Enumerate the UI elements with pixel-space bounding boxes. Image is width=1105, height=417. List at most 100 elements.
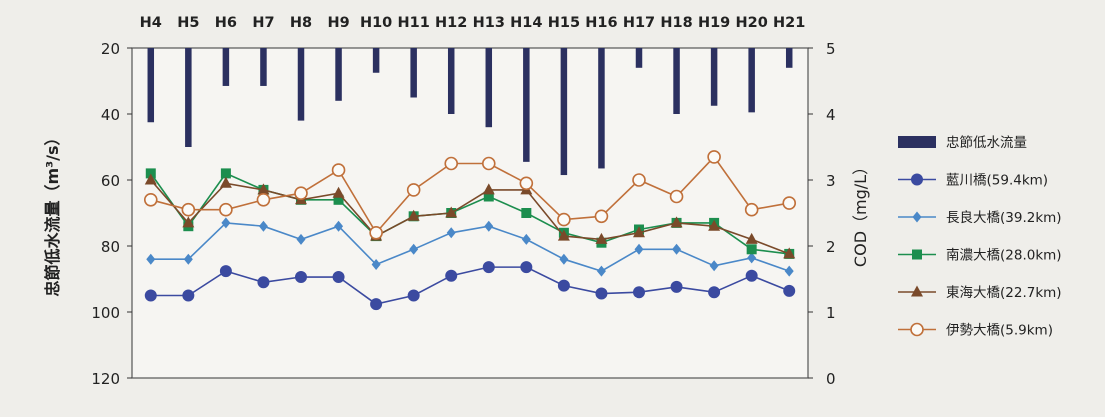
data-point [521, 208, 532, 218]
bar [185, 48, 192, 147]
data-point [143, 193, 158, 207]
data-point [406, 183, 421, 197]
data-point [782, 196, 797, 210]
data-point [181, 202, 196, 217]
left-tick-label: 60 [101, 172, 120, 190]
category-label: H16 [585, 15, 617, 31]
bar [598, 48, 605, 169]
data-point [146, 253, 156, 265]
data-point [557, 279, 570, 292]
left-axis-title: 忠節低水流量（m³/s） [43, 129, 62, 296]
bar [222, 48, 230, 86]
data-point [295, 271, 307, 284]
data-point [446, 227, 456, 239]
data-point [257, 183, 270, 195]
data-point [445, 206, 458, 218]
bar [635, 48, 643, 68]
data-point [183, 253, 193, 265]
category-label: H21 [773, 15, 805, 31]
category-label: H14 [510, 15, 542, 31]
category-label: H15 [548, 15, 580, 31]
plot-area: 20 40 60 80 100 120 0 1 2 3 4 5 H4 H5 H6 H7 H8 H9 H10 H11 H1… [43, 15, 870, 388]
category-label: H12 [435, 15, 467, 31]
data-point [746, 244, 757, 255]
bar [485, 48, 493, 128]
data-point [747, 252, 757, 264]
data-point [594, 209, 609, 224]
legend-swatch [898, 136, 936, 148]
bar [410, 48, 417, 98]
category-label: H6 [215, 15, 237, 31]
category-label: H13 [473, 15, 505, 31]
right-tick-label: 1 [826, 304, 836, 322]
legend-swatch-marker [911, 285, 923, 297]
category-label: H20 [736, 15, 768, 31]
data-point [481, 156, 496, 171]
data-point [371, 258, 381, 270]
bar [710, 48, 718, 106]
data-point [144, 289, 157, 302]
data-point [445, 269, 458, 282]
data-point [444, 156, 459, 171]
series-line [150, 179, 790, 255]
legend-swatch-marker [910, 322, 924, 337]
data-point [257, 276, 270, 289]
data-point [745, 269, 758, 282]
bar [147, 48, 155, 123]
series-line [150, 222, 790, 272]
left-tick-label: 80 [101, 238, 120, 256]
data-point [709, 260, 719, 272]
data-point [519, 176, 534, 191]
bar [523, 48, 530, 162]
data-point [333, 194, 344, 205]
data-point [784, 265, 794, 277]
data-point [219, 265, 232, 278]
bar [560, 48, 568, 176]
right-axis-title: COD（mg/L） [851, 159, 870, 267]
data-point [182, 216, 195, 228]
data-point [708, 219, 721, 231]
bar [673, 48, 680, 114]
data-point [145, 168, 156, 179]
category-label: H10 [360, 15, 392, 31]
bar [260, 48, 267, 86]
right-tick-label: 0 [826, 370, 836, 388]
data-point [482, 183, 495, 195]
data-point [634, 243, 644, 255]
data-point [783, 284, 796, 297]
data-point [633, 286, 645, 299]
right-tick-label: 5 [826, 40, 836, 58]
data-point [708, 286, 721, 299]
data-point [182, 289, 195, 302]
category-label: H11 [398, 15, 430, 31]
left-tick-label: 120 [91, 370, 120, 388]
data-point [633, 226, 645, 238]
data-point [557, 229, 570, 241]
data-point [332, 271, 345, 284]
data-point [520, 261, 533, 274]
category-label: H4 [140, 15, 162, 31]
category-label: H17 [623, 15, 655, 31]
bar [748, 48, 755, 113]
category-label: H8 [290, 15, 312, 31]
data-point [407, 209, 420, 221]
right-tick-label: 3 [826, 172, 836, 190]
data-point [220, 168, 231, 179]
data-point [334, 220, 344, 232]
data-point [144, 173, 157, 185]
legend-label: 南濃大橋(28.0km) [946, 248, 1062, 264]
series-line [150, 266, 790, 305]
data-point [332, 186, 345, 198]
data-point [521, 233, 531, 245]
category-label: H5 [177, 15, 199, 31]
data-point [258, 220, 268, 232]
data-point [407, 289, 420, 302]
data-point [670, 216, 683, 228]
data-point [707, 150, 721, 164]
legend-label: 伊勢大橋(5.9km) [946, 323, 1053, 339]
legend-swatch-marker [911, 173, 923, 186]
category-label: H9 [327, 15, 349, 31]
data-point [294, 186, 308, 200]
data-point [482, 261, 495, 274]
